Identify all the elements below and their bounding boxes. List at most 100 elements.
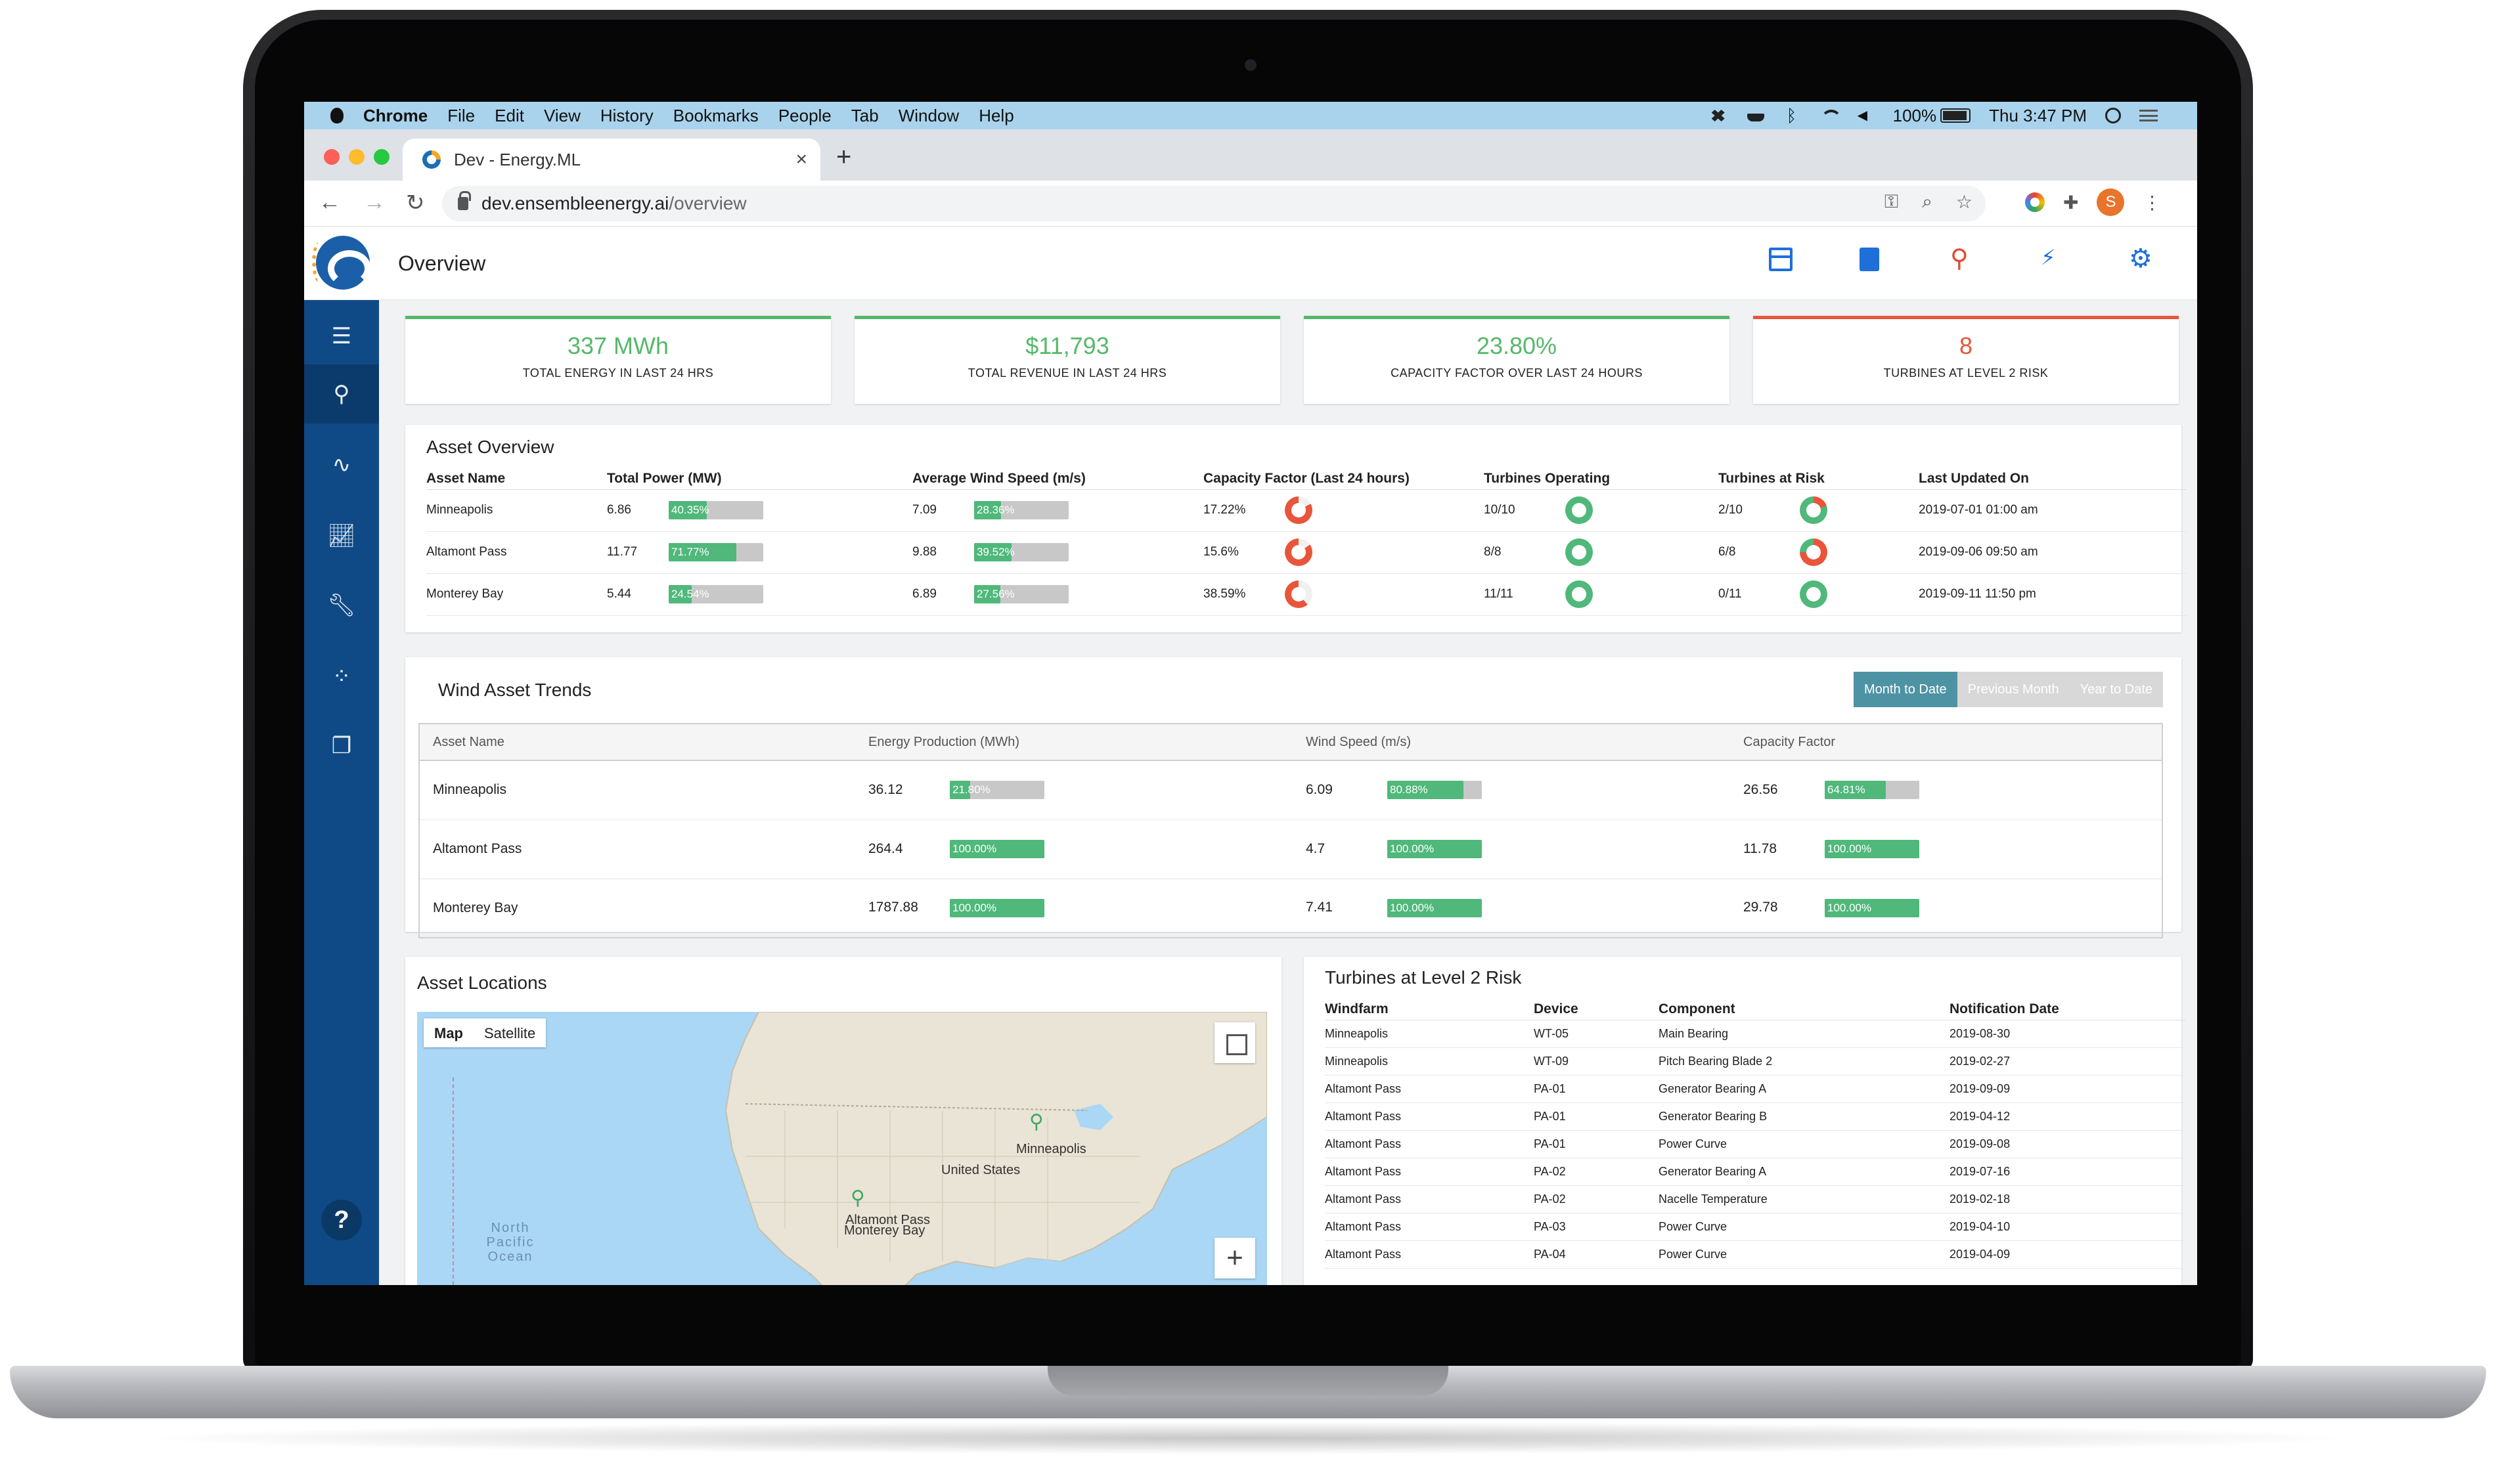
column-header[interactable]: Turbines at Risk xyxy=(1718,468,1919,490)
asset-map[interactable]: Map Satellite ⚲ Minneapolis United State… xyxy=(417,1012,1267,1285)
column-header[interactable]: Device xyxy=(1534,999,1659,1020)
column-header[interactable]: Asset Name xyxy=(426,468,607,490)
turbine-icon[interactable] xyxy=(1946,244,1970,273)
apple-icon[interactable] xyxy=(330,108,344,123)
tab-close-icon[interactable]: × xyxy=(795,148,807,170)
column-header[interactable]: Wind Speed (m/s) xyxy=(1293,724,1730,761)
book-icon[interactable] xyxy=(1854,244,1879,271)
menu-window[interactable]: Window xyxy=(898,105,960,125)
period-month-to-date[interactable]: Month to Date xyxy=(1854,672,1957,707)
bookmark-star-icon[interactable]: ☆ xyxy=(1955,192,1972,212)
table-row[interactable]: Altamont Pass PA-02 Nacelle Temperature 201… xyxy=(1325,1185,2185,1213)
menu-tab[interactable]: Tab xyxy=(851,105,879,125)
zoom-in-button[interactable]: + xyxy=(1215,1238,1255,1278)
sidebar-item-library[interactable]: ❐ xyxy=(304,716,379,775)
sidebar-item-maintenance[interactable]: 🔧︎ xyxy=(304,576,379,635)
power-icon[interactable] xyxy=(2037,245,2061,271)
notification-center-icon[interactable] xyxy=(2139,110,2158,121)
zoom-icon[interactable]: ⌕ xyxy=(1922,191,1932,211)
turbine-marker-minneapolis[interactable]: ⚲ xyxy=(1029,1111,1044,1133)
sidebar-item-analytics[interactable]: 📈︎ xyxy=(304,506,379,565)
column-header[interactable]: Notification Date xyxy=(1950,999,2185,1020)
table-row[interactable]: Minneapolis 6.86 40.35% 7.09 28.36% 17.22% 10/… xyxy=(426,489,2187,532)
asset-name[interactable]: Monterey Bay xyxy=(426,573,607,616)
table-row[interactable]: Altamont Pass 11.77 71.77% 9.88 39.52% 15.6% 8… xyxy=(426,531,2187,574)
menu-help[interactable]: Help xyxy=(979,105,1014,125)
wifi-icon[interactable] xyxy=(1819,108,1842,123)
column-header[interactable]: Component xyxy=(1659,999,1950,1020)
table-row[interactable]: Altamont Pass PA-02 Generator Bearing A 201… xyxy=(1325,1158,2185,1186)
window-zoom-button[interactable] xyxy=(374,149,390,165)
table-row[interactable]: Altamont Pass PA-01 Power Curve 2019-09-08 xyxy=(1325,1130,2185,1158)
column-header[interactable]: Energy Production (MWh) xyxy=(855,724,1293,761)
window-minimize-button[interactable] xyxy=(349,149,365,165)
sidebar-item-turbines[interactable]: ⚲ xyxy=(304,364,379,424)
reload-icon[interactable]: ↻ xyxy=(406,190,425,215)
asset-name[interactable]: Altamont Pass xyxy=(419,819,855,879)
table-edit-icon[interactable] xyxy=(1769,248,1793,271)
menu-people[interactable]: People xyxy=(778,105,832,125)
asset-name[interactable]: Monterey Bay xyxy=(419,879,855,938)
battery-indicator[interactable]: 100% xyxy=(1893,106,1971,126)
table-row[interactable]: Altamont Pass PA-03 Power Curve 2019-04-10 xyxy=(1325,1213,2185,1241)
new-tab-button[interactable]: + xyxy=(836,142,852,171)
column-header[interactable]: Capacity Factor xyxy=(1730,724,2162,761)
extensions-puzzle-icon[interactable]: ✚ xyxy=(2063,192,2079,213)
back-arrow-icon[interactable]: ← xyxy=(319,190,341,215)
lock-icon[interactable] xyxy=(458,191,471,210)
column-header[interactable]: Average Wind Speed (m/s) xyxy=(912,468,1203,490)
gulf-of-mexico xyxy=(995,1258,1073,1285)
forward-arrow-icon[interactable]: → xyxy=(363,190,386,215)
sidebar-menu-toggle[interactable]: ☰ xyxy=(304,307,379,366)
asset-name[interactable]: Altamont Pass xyxy=(426,531,607,574)
dropbox-icon[interactable] xyxy=(1709,108,1727,123)
docker-icon[interactable] xyxy=(1746,108,1764,123)
asset-name[interactable]: Minneapolis xyxy=(426,489,607,532)
column-header[interactable]: Windfarm xyxy=(1325,999,1534,1020)
table-row[interactable]: Monterey Bay 5.44 24.54% 6.89 27.56% 38.59% 11… xyxy=(426,573,2187,616)
menu-chrome[interactable]: Chrome xyxy=(363,105,428,125)
map-type-satellite[interactable]: Satellite xyxy=(484,1025,536,1041)
column-header[interactable]: Asset Name xyxy=(419,724,855,761)
table-row[interactable]: Altamont Pass 264.4 100.00% 4.7 100.00% 11.78… xyxy=(419,819,2162,879)
ensemble-energy-logo[interactable] xyxy=(312,236,371,290)
menu-bookmarks[interactable]: Bookmarks xyxy=(673,105,759,125)
key-icon[interactable]: ⚿ xyxy=(1884,191,1899,211)
address-bar[interactable]: dev.ensembleenergy.ai /overview ⚿ ⌕ ☆ xyxy=(442,186,1986,221)
menu-file[interactable]: File xyxy=(447,105,476,125)
spotlight-search-icon[interactable] xyxy=(2105,108,2121,123)
risk-donut-icon xyxy=(1800,580,1827,608)
column-header[interactable]: Total Power (MW) xyxy=(607,468,912,490)
table-row[interactable]: Altamont Pass PA-04 Power Curve 2019-04-09 xyxy=(1325,1240,2185,1269)
table-row[interactable]: Altamont Pass PA-01 Generator Bearing A 201… xyxy=(1325,1075,2185,1103)
menu-history[interactable]: History xyxy=(600,105,654,125)
extension-ring-icon[interactable] xyxy=(2025,192,2045,212)
period-year-to-date[interactable]: Year to Date xyxy=(2069,672,2164,707)
table-row[interactable]: Minneapolis WT-05 Main Bearing 2019-08-30 xyxy=(1325,1020,2185,1048)
menu-view[interactable]: View xyxy=(543,105,581,125)
column-header[interactable]: Capacity Factor (Last 24 hours) xyxy=(1203,468,1484,490)
table-row[interactable]: Minneapolis WT-09 Pitch Bearing Blade 2 201… xyxy=(1325,1047,2185,1076)
column-header[interactable]: Last Updated On xyxy=(1919,468,2187,490)
map-type-map[interactable]: Map xyxy=(434,1025,463,1041)
table-row[interactable]: Altamont Pass PA-01 Generator Bearing B 201… xyxy=(1325,1102,2185,1131)
window-close-button[interactable] xyxy=(324,149,340,165)
bluetooth-icon[interactable] xyxy=(1783,106,1801,126)
volume-icon[interactable] xyxy=(1856,107,1875,123)
table-row[interactable]: Minneapolis 36.12 21.80% 6.09 80.88% 26.56 64.… xyxy=(419,760,2162,820)
menubar-clock[interactable]: Thu 3:47 PM xyxy=(1989,105,2087,125)
sidebar-item-clusters[interactable]: ⁘ xyxy=(304,647,379,706)
turbine-marker-altamont[interactable]: ⚲ xyxy=(851,1187,865,1209)
menu-edit[interactable]: Edit xyxy=(495,105,524,125)
help-button[interactable]: ? xyxy=(321,1200,362,1240)
period-previous-month[interactable]: Previous Month xyxy=(1957,672,2070,707)
table-row[interactable]: Monterey Bay 1787.88 100.00% 7.41 100.00% 29.… xyxy=(419,879,2162,938)
asset-name[interactable]: Minneapolis xyxy=(419,760,855,820)
column-header[interactable]: Turbines Operating xyxy=(1484,468,1718,490)
profile-avatar[interactable]: S xyxy=(2097,188,2125,216)
browser-tab[interactable]: Dev - Energy.ML × xyxy=(403,139,820,181)
chrome-menu-icon[interactable]: ⋮ xyxy=(2143,192,2162,213)
gear-icon[interactable] xyxy=(2128,244,2152,274)
fullscreen-icon[interactable] xyxy=(1215,1022,1255,1063)
sidebar-item-health[interactable]: ∿ xyxy=(304,435,379,494)
